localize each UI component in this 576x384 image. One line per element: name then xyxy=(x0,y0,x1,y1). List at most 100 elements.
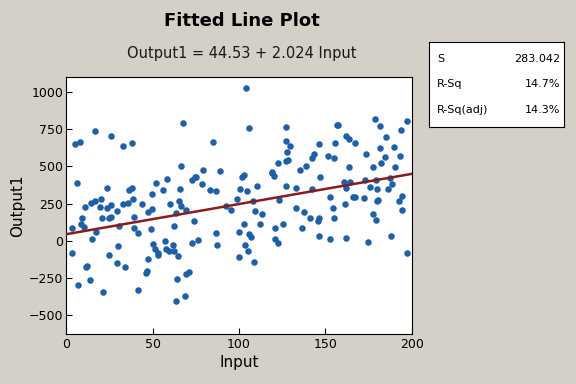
Point xyxy=(81,264,90,270)
Point xyxy=(402,118,411,124)
Point xyxy=(77,221,86,227)
Point xyxy=(397,193,407,199)
Point xyxy=(359,195,369,202)
Point xyxy=(332,122,341,128)
Point xyxy=(369,211,378,217)
Text: R-Sq: R-Sq xyxy=(437,79,463,89)
Point xyxy=(396,153,405,159)
Point xyxy=(96,196,105,202)
Text: 283.042: 283.042 xyxy=(514,54,560,64)
Text: S: S xyxy=(437,54,444,64)
Point xyxy=(87,200,96,206)
Point xyxy=(248,198,257,204)
Point xyxy=(128,139,137,146)
Point xyxy=(151,180,161,186)
Point xyxy=(268,169,277,175)
Point xyxy=(345,179,354,185)
Point xyxy=(329,215,338,221)
Point xyxy=(301,163,310,169)
Point xyxy=(164,350,173,356)
Point xyxy=(129,214,138,220)
Point xyxy=(391,164,400,170)
Point xyxy=(208,139,217,145)
Point xyxy=(385,175,395,181)
Point xyxy=(129,225,138,231)
Point xyxy=(168,242,177,248)
Point xyxy=(106,202,115,208)
Point xyxy=(282,137,291,144)
Point xyxy=(383,185,392,192)
Point xyxy=(113,243,123,249)
Point xyxy=(191,174,200,180)
Point xyxy=(172,209,181,215)
Point xyxy=(350,140,359,146)
Point xyxy=(316,174,325,180)
Point xyxy=(97,215,106,221)
Point xyxy=(211,188,221,194)
Point xyxy=(88,236,97,242)
Point xyxy=(153,250,162,256)
Text: 14.7%: 14.7% xyxy=(525,79,560,89)
Point xyxy=(90,197,100,204)
X-axis label: Input: Input xyxy=(219,356,259,371)
Point xyxy=(165,248,174,254)
Point xyxy=(251,208,260,214)
Point xyxy=(241,85,250,91)
Point xyxy=(306,215,315,221)
Point xyxy=(173,276,182,282)
Point xyxy=(174,253,183,259)
Text: Output1 = 44.53 + 2.024 Input: Output1 = 44.53 + 2.024 Input xyxy=(127,46,357,61)
Point xyxy=(150,245,160,252)
Point xyxy=(329,205,338,211)
Point xyxy=(361,177,370,183)
Point xyxy=(105,215,114,221)
Point xyxy=(308,155,317,161)
Point xyxy=(215,168,225,174)
Point xyxy=(370,116,380,122)
Point xyxy=(67,250,76,256)
Point xyxy=(295,167,304,174)
Point xyxy=(243,248,252,254)
Point xyxy=(278,221,287,227)
Point xyxy=(141,270,150,276)
Point xyxy=(325,194,335,200)
Point xyxy=(115,223,124,229)
Point xyxy=(176,186,185,192)
Point xyxy=(270,225,279,231)
Point xyxy=(267,170,276,176)
Text: R-Sq(adj): R-Sq(adj) xyxy=(437,105,488,115)
Point xyxy=(176,203,185,209)
Point xyxy=(376,160,385,166)
Point xyxy=(247,233,256,240)
Point xyxy=(125,187,134,193)
Point xyxy=(146,225,156,232)
Point xyxy=(270,173,279,179)
Point xyxy=(334,122,343,128)
Point xyxy=(329,156,339,162)
Point xyxy=(206,187,215,194)
Point xyxy=(169,248,179,254)
Point xyxy=(255,221,264,227)
Point xyxy=(221,203,230,209)
Point xyxy=(274,197,283,204)
Point xyxy=(211,230,221,237)
Point xyxy=(143,268,152,275)
Point xyxy=(330,140,339,146)
Point xyxy=(348,194,358,200)
Point xyxy=(245,231,254,237)
Point xyxy=(297,225,306,231)
Point xyxy=(90,128,100,134)
Point xyxy=(344,136,353,142)
Point xyxy=(172,298,181,304)
Point xyxy=(103,204,112,210)
Point xyxy=(83,262,92,268)
Point xyxy=(239,220,248,227)
Point xyxy=(274,160,283,166)
Point xyxy=(242,188,252,194)
Point xyxy=(176,163,185,169)
Point xyxy=(362,151,371,157)
Point xyxy=(340,179,349,185)
Point xyxy=(257,211,266,217)
Point xyxy=(344,164,354,170)
Point xyxy=(191,174,200,180)
